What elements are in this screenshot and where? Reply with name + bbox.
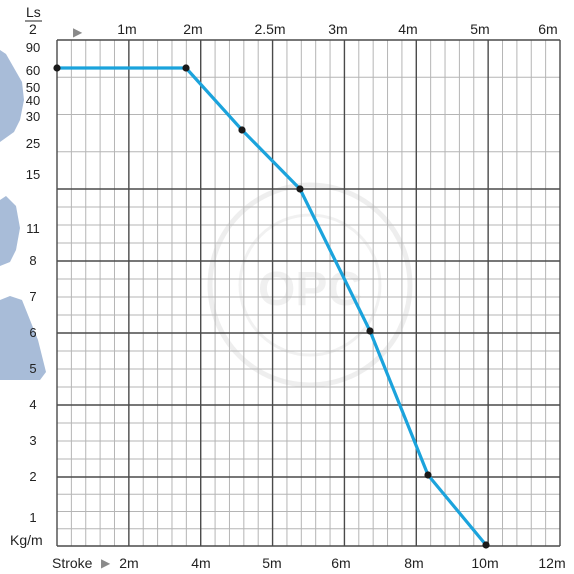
y-tick-label: 7 [29,289,36,304]
y-tick-label: 1 [29,510,36,525]
y-tick-label: 6 [29,325,36,340]
load-curve-point [182,64,190,72]
y-tick-label: 40 [26,93,40,108]
load-curve-point [296,185,304,193]
bottom-tick-label: 6m [331,555,350,571]
load-curve [53,64,490,549]
y-tick-label: 50 [26,80,40,95]
top-tick-label: 1m [117,21,136,37]
bottom-axis-arrow: ▶ [101,556,111,570]
top-tick-label: 2m [183,21,202,37]
decorative-left-shapes [0,50,46,380]
y-tick-label: 15 [26,167,40,182]
bottom-axis-label: Stroke [52,555,93,571]
y-tick-label: 4 [29,397,36,412]
decorative-shape-middle [0,196,20,266]
load-curve-point [482,541,490,549]
load-curve-point [424,471,432,479]
bottom-tick-label: 4m [191,555,210,571]
top-tick-label: 2.5m [254,21,285,37]
y-tick-label: 25 [26,136,40,151]
y-tick-label: 30 [26,109,40,124]
y-tick-label: 2 [29,469,36,484]
plot-grid [56,39,561,547]
y-tick-label: 5 [29,361,36,376]
y-tick-label: 3 [29,433,36,448]
load-curve-point [53,64,61,72]
top-axis-tick-labels: 1m 2m 2.5m 3m 4m 5m 6m [117,21,557,37]
bottom-tick-label: 8m [404,555,423,571]
bottom-tick-label: 12m [538,555,565,571]
y-tick-label: 11 [26,221,40,236]
load-curve-point [366,327,374,335]
top-tick-label: 6m [538,21,557,37]
decorative-shape-bottom [0,296,46,380]
top-axis-arrow: ▶ [73,25,83,39]
y-tick-label: 8 [29,253,36,268]
load-curve-point [238,126,246,134]
bottom-tick-label: 10m [471,555,498,571]
top-axis-label-denominator: 2 [29,21,37,37]
bottom-axis-tick-labels: 2m 4m 5m 6m 8m 10m 12m [119,555,565,571]
top-tick-label: 5m [470,21,489,37]
top-tick-label: 4m [398,21,417,37]
bottom-tick-label: 5m [262,555,281,571]
bottom-axis-title: Stroke ▶ [52,555,111,571]
watermark-text: OPC [258,263,362,316]
top-tick-label: 3m [328,21,347,37]
decorative-shape-top [0,50,24,142]
bottom-tick-label: 2m [119,555,138,571]
top-axis-title: Ls 2 ▶ [25,4,83,39]
y-tick-label: 60 [26,63,40,78]
top-axis-label-numerator: Ls [26,4,41,20]
y-axis-label: Kg/m [10,532,43,548]
y-tick-label: 90 [26,40,40,55]
